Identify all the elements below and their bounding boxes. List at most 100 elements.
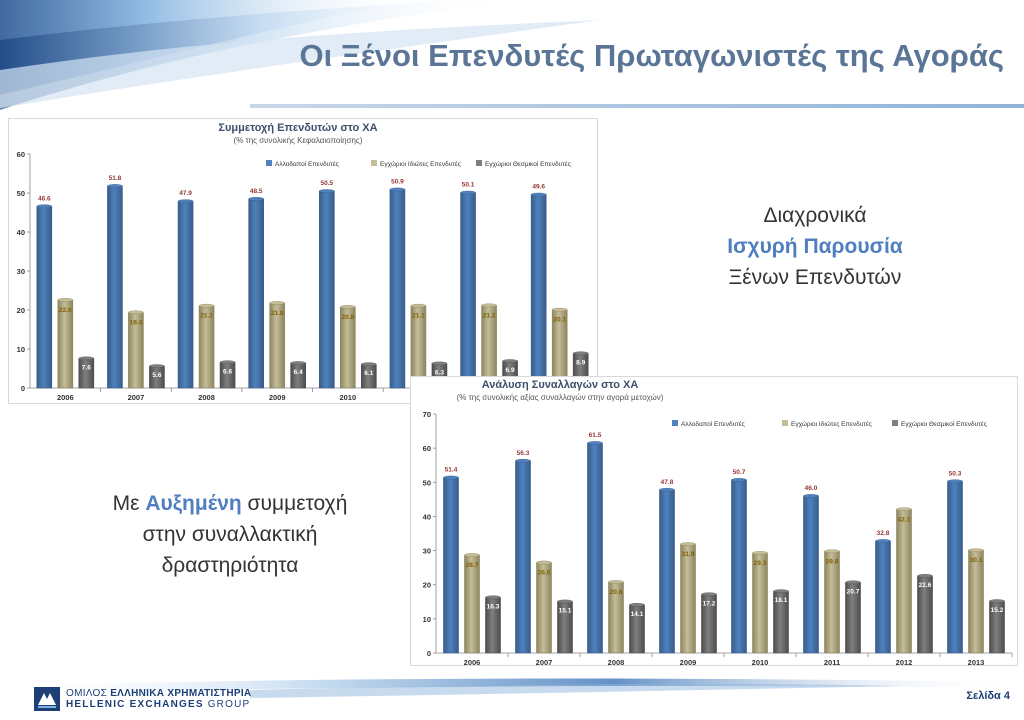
bar-1 <box>389 189 406 389</box>
bar-1 <box>460 192 476 389</box>
bar-cap <box>269 301 285 305</box>
bar-cap <box>340 305 356 309</box>
data-label: 47.9 <box>179 190 192 197</box>
x-tick-label: 2006 <box>464 658 481 666</box>
bar-cap <box>319 189 335 193</box>
bar-2 <box>464 554 480 654</box>
data-label: 8.9 <box>576 359 585 366</box>
footer-swoosh <box>0 678 1024 698</box>
side-note-highlight: Ισχυρή Παρουσία <box>727 235 903 258</box>
bar-cap <box>389 187 406 192</box>
page-number: Σελίδα 4 <box>966 690 1010 702</box>
data-label: 21.1 <box>200 313 213 320</box>
data-label: 22.6 <box>919 582 932 589</box>
legend-label: Αλλοδαποί Επενδυτές <box>681 420 745 428</box>
legend-label: Εγχώριοι Ιδιώτες Επενδυτές <box>380 160 461 168</box>
bar-cap <box>968 548 984 553</box>
y-tick-label: 60 <box>17 150 25 159</box>
legend-label: Αλλοδαποί Επενδυτές <box>275 160 339 168</box>
bar-cap <box>515 458 531 463</box>
bar-1 <box>177 200 194 389</box>
bar-cap <box>361 362 377 367</box>
data-label: 22.6 <box>59 307 72 314</box>
bar-cap <box>149 364 165 368</box>
bar-cap <box>587 441 603 445</box>
data-label: 50.5 <box>320 180 333 187</box>
x-tick-label: 2007 <box>536 658 553 666</box>
side-note-line-3: Ξένων Επενδυτών <box>728 266 902 289</box>
bar-cap <box>485 595 501 600</box>
data-label: 50.7 <box>733 469 746 476</box>
side-note-line-1: Διαχρονικά <box>763 204 867 227</box>
bar-cap <box>803 494 819 498</box>
legend-swatch <box>266 160 272 166</box>
data-label: 49.6 <box>532 184 545 191</box>
x-tick-label: 2008 <box>198 393 215 402</box>
data-label: 32.8 <box>877 530 890 537</box>
data-label: 21.2 <box>483 312 496 319</box>
x-tick-label: 2009 <box>269 393 286 402</box>
bar-cap <box>107 184 123 188</box>
bar-cap <box>536 560 552 565</box>
y-tick-label: 60 <box>423 444 431 453</box>
side-note-strong-presence: Διαχρονικά Ισχυρή Παρουσία Ξένων Επενδυτ… <box>690 200 940 293</box>
y-tick-label: 20 <box>423 581 431 590</box>
chart-title: Ανάλυση Συναλλαγών στο ΧΑ <box>482 379 639 391</box>
data-label: 19.4 <box>130 319 143 326</box>
bar-cap <box>502 359 518 363</box>
data-label: 46.6 <box>38 195 51 202</box>
x-tick-label: 2006 <box>57 393 74 402</box>
logo-greek-group: ΟΜΙΛΟΣ <box>66 688 111 699</box>
chart-transactions-analysis: Ανάλυση Συναλλαγών στο ΧΑ (% της συνολική… <box>410 376 1018 666</box>
bar-cap <box>460 190 476 195</box>
bar-cap <box>680 542 696 546</box>
bar-cap <box>481 303 497 308</box>
data-label: 20.1 <box>553 317 566 324</box>
data-label: 14.1 <box>631 611 644 618</box>
data-label: 6.4 <box>294 369 303 376</box>
bar-cap <box>947 479 963 484</box>
bar-cap <box>608 580 624 584</box>
legend-label: Εγχώριοι Ιδιώτες Επενδυτές <box>791 420 872 428</box>
bar-1 <box>659 489 675 654</box>
legend-swatch <box>476 160 482 166</box>
side-note-line-1b: Με Αυξημένη συμμετοχή <box>60 488 400 519</box>
side-note-line-2b: στην συναλλακτική <box>142 523 318 546</box>
legend-swatch <box>782 420 788 426</box>
bar-1 <box>530 194 547 389</box>
bar-1 <box>107 185 123 389</box>
bar-cap <box>78 356 95 361</box>
data-label: 56.3 <box>517 450 530 457</box>
x-tick-label: 2010 <box>752 658 769 666</box>
bar-cap <box>128 310 144 315</box>
bar-cap <box>629 603 645 607</box>
y-tick-label: 0 <box>427 649 431 658</box>
data-label: 46.0 <box>805 485 818 492</box>
x-tick-label: 2013 <box>968 658 985 666</box>
bar-cap <box>410 303 427 308</box>
data-label: 31.9 <box>682 551 695 558</box>
x-tick-label: 2009 <box>680 658 697 666</box>
y-tick-label: 30 <box>17 267 25 276</box>
side-note-line-3b: δραστηριότητα <box>161 554 299 577</box>
bar-cap <box>989 599 1005 603</box>
y-tick-label: 0 <box>21 384 25 393</box>
bar-cap <box>572 351 589 356</box>
bar-cap <box>198 303 215 308</box>
bar-1 <box>947 480 963 654</box>
logo-english-group: GROUP <box>207 699 251 710</box>
x-tick-label: 2010 <box>339 393 356 402</box>
bar-2 <box>896 508 912 654</box>
data-label: 15.1 <box>559 607 572 614</box>
header-swoosh <box>0 0 600 110</box>
data-label: 21.1 <box>412 313 425 320</box>
y-tick-label: 50 <box>423 478 431 487</box>
bar-cap <box>431 361 448 366</box>
chart-frame <box>8 118 598 404</box>
legend-swatch <box>371 160 377 166</box>
data-label: 18.1 <box>775 597 788 604</box>
side-note-suffix: συμμετοχή <box>241 492 348 515</box>
data-label: 20.8 <box>610 589 623 596</box>
chart-transactions-analysis-svg: Ανάλυση Συναλλαγών στο ΧΑ (% της συνολική… <box>410 376 1018 666</box>
legend-label: Εγχώριοι Θεσμικοί Επενδυτές <box>901 420 987 428</box>
